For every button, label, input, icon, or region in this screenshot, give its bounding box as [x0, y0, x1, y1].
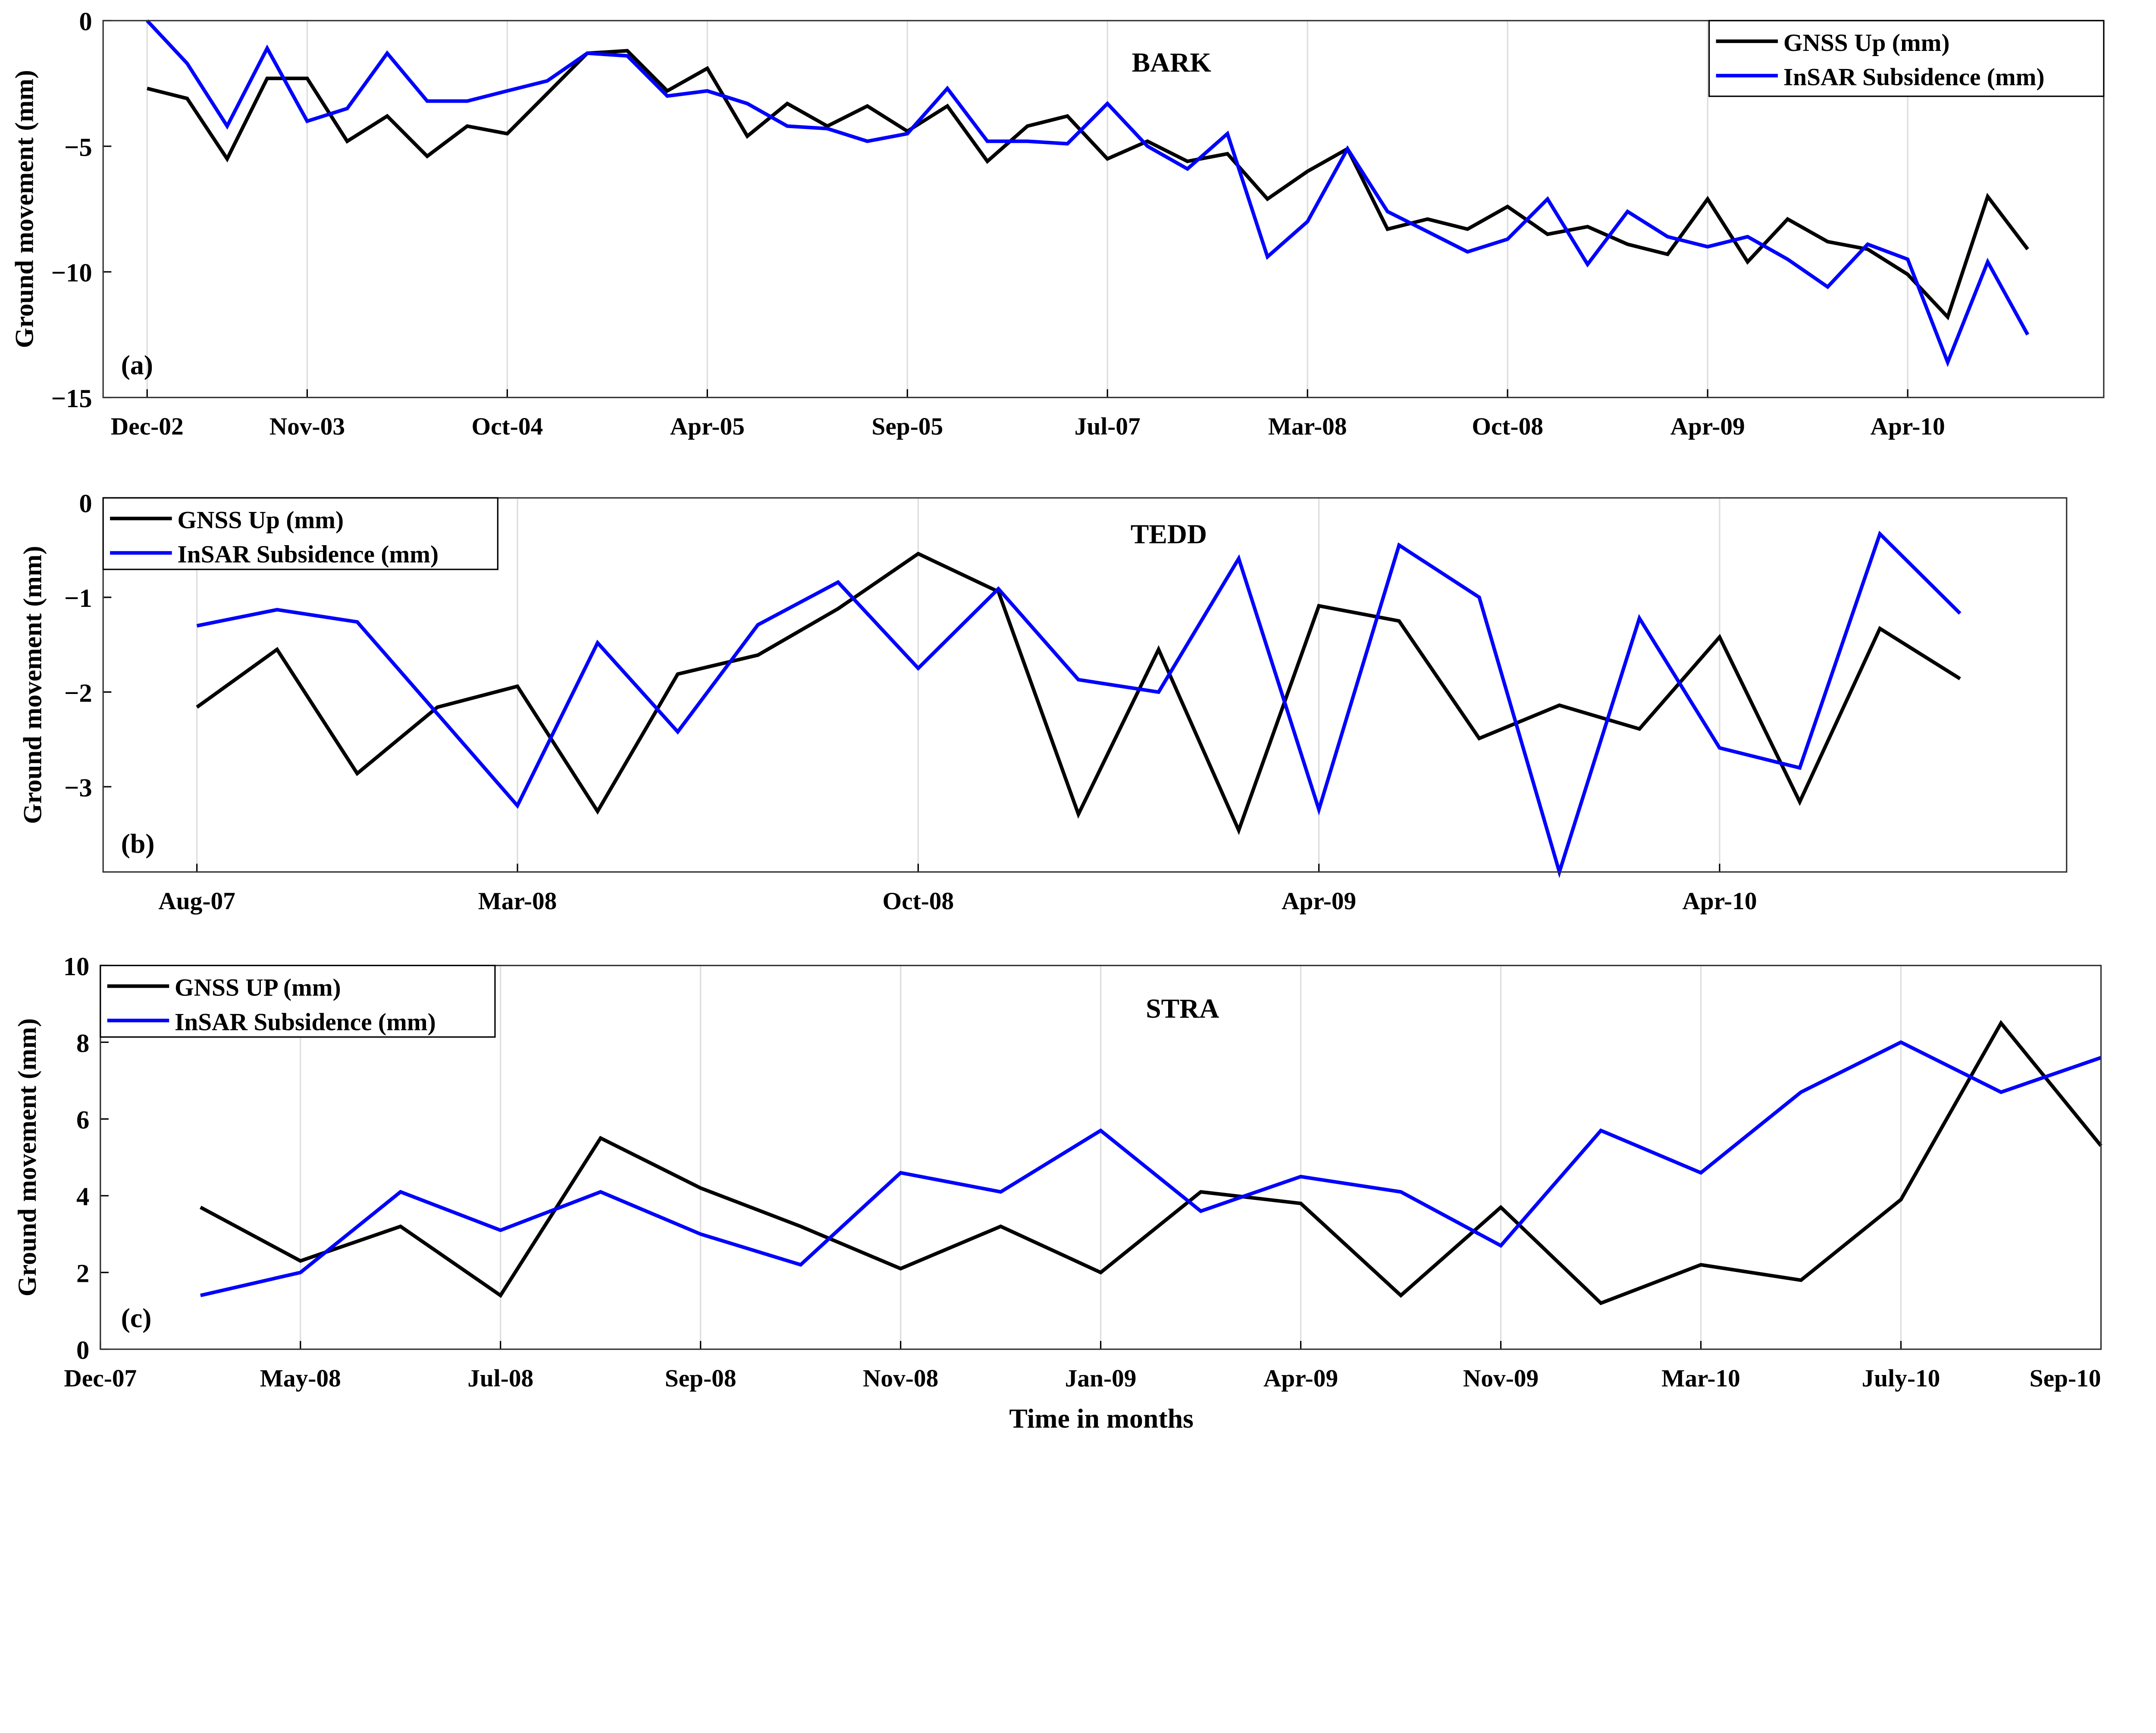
x-tick-label: Sep-10 [2030, 1365, 2101, 1392]
y-tick-label: −1 [64, 584, 92, 613]
legend: GNSS Up (mm) InSAR Subsidence (mm) [1708, 20, 2105, 97]
series-line-insar [146, 19, 2030, 367]
x-tick-label: Jul-08 [467, 1365, 533, 1392]
x-tick-label: Oct-08 [883, 888, 954, 915]
y-tick-label: 8 [76, 1029, 89, 1058]
panel-bark: Dec-02 Nov-03 Oct-04 Apr-05 Sep-05 Jul-07 Mar-… [10, 7, 2105, 440]
x-tick-label: Apr-09 [1282, 888, 1356, 915]
y-tick-label: 2 [76, 1259, 89, 1288]
panel-title: BARK [1132, 47, 1212, 78]
legend-entry: GNSS Up (mm) [1783, 29, 1950, 57]
y-tick-label: 6 [76, 1106, 89, 1135]
x-tick-label: Oct-04 [472, 413, 543, 440]
x-tick-label: Dec-02 [111, 413, 184, 440]
x-tick-label: Oct-08 [1472, 413, 1543, 440]
y-tick-label: 4 [76, 1183, 89, 1212]
figure: Time in months Dec-02 Nov-03 Oct-04 Apr-05 S… [10, 7, 2105, 1434]
panel-label: (a) [121, 349, 153, 380]
legend-entry: InSAR Subsidence (mm) [177, 541, 439, 568]
x-tick-label: Mar-10 [1661, 1365, 1740, 1392]
x-tick-label: Dec-07 [64, 1365, 137, 1392]
x-tick-label: July-10 [1862, 1365, 1940, 1392]
y-tick-label: 0 [79, 490, 92, 518]
y-axis-label: Ground movement (mm) [10, 70, 39, 348]
legend-box [100, 964, 496, 1038]
y-tick-label: −3 [64, 773, 92, 802]
series-line-insar [200, 1040, 2102, 1297]
y-tick-label: 0 [79, 7, 92, 36]
series-line-gnss [196, 552, 1961, 835]
y-axis-label: Ground movement (mm) [13, 1018, 42, 1297]
legend: GNSS UP (mm) InSAR Subsidence (mm) [100, 964, 496, 1038]
panel-title: STRA [1146, 993, 1219, 1024]
legend-box [102, 497, 498, 570]
y-tick-label: 0 [76, 1336, 89, 1365]
y-tick-label: −15 [51, 384, 92, 413]
x-tick-label: Apr-10 [1682, 888, 1757, 915]
x-tick-label: Jan-09 [1065, 1365, 1137, 1392]
x-tick-label: Mar-08 [1268, 413, 1347, 440]
x-tick-label: Mar-08 [478, 888, 557, 915]
panel-tedd: Aug-07 Mar-08 Oct-08 Apr-09 Apr-10 0 −1 −2 −3 TED… [19, 490, 2068, 915]
legend-entry: InSAR Subsidence (mm) [175, 1008, 436, 1036]
legend-entry: GNSS UP (mm) [175, 974, 341, 1001]
y-tick-label: −2 [64, 679, 92, 708]
legend-box [1708, 20, 2105, 97]
x-tick-label: Nov-09 [1463, 1365, 1539, 1392]
x-tick-label: Sep-08 [665, 1365, 736, 1392]
y-tick-label: −5 [64, 133, 92, 162]
x-tick-label: Apr-05 [670, 413, 745, 440]
y-tick-label: −10 [51, 259, 92, 288]
legend-entry: InSAR Subsidence (mm) [1783, 64, 2045, 91]
panel-label: (c) [121, 1303, 152, 1333]
x-tick-label: Aug-07 [158, 888, 235, 915]
x-tick-label: Nov-08 [863, 1365, 938, 1392]
x-tick-label: Apr-09 [1263, 1365, 1338, 1392]
panel-label: (b) [121, 828, 155, 859]
x-tick-label: Nov-03 [270, 413, 345, 440]
x-tick-label: May-08 [260, 1365, 341, 1392]
x-tick-label: Sep-05 [871, 413, 943, 440]
y-axis-label: Ground movement (mm) [19, 546, 47, 824]
panel-stra: Dec-07 May-08 Jul-08 Sep-08 Nov-08 Jan-09 Apr-… [13, 952, 2103, 1392]
y-tick-label: 10 [63, 952, 90, 981]
panel-title: TEDD [1131, 519, 1207, 549]
plot-frame [102, 497, 2068, 873]
x-tick-label: Apr-10 [1871, 413, 1945, 440]
series-line-gnss [199, 1020, 2103, 1306]
x-tick-label: Apr-09 [1670, 413, 1745, 440]
plot-frame [100, 964, 2102, 1350]
x-tick-label: Jul-07 [1075, 413, 1141, 440]
legend-entry: GNSS Up (mm) [177, 506, 344, 534]
series-line-gnss [147, 49, 2029, 320]
plot-frame [102, 20, 2105, 399]
legend: GNSS Up (mm) InSAR Subsidence (mm) [102, 497, 498, 570]
series-line-insar [196, 531, 1962, 878]
x-axis-label: Time in months [1009, 1403, 1194, 1434]
